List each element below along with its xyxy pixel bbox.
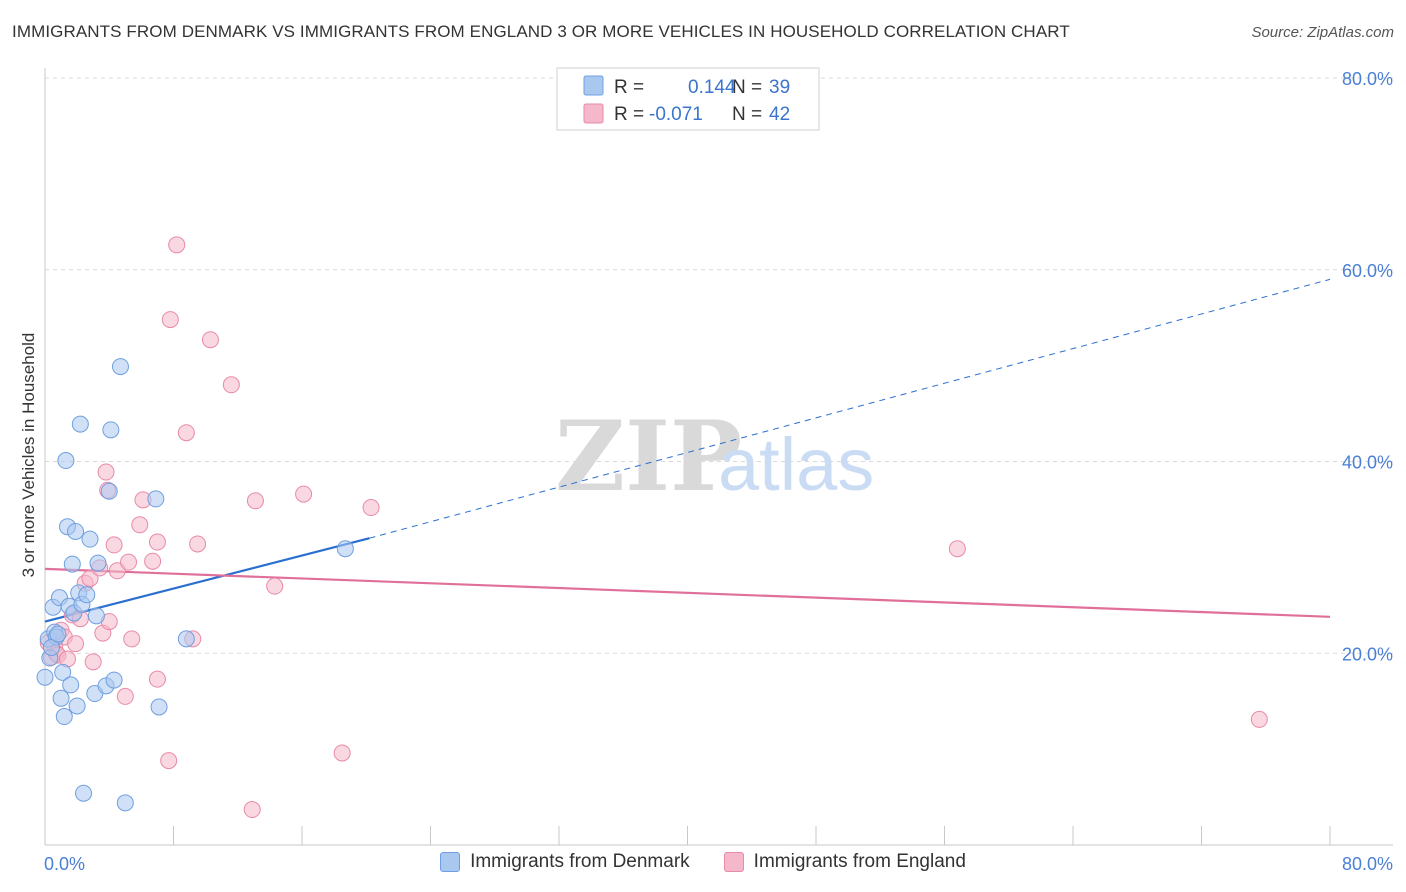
point-england: [144, 552, 162, 570]
point-denmark: [55, 708, 73, 726]
point-england: [243, 801, 261, 819]
point-denmark: [75, 784, 93, 802]
y-axis-label: 3 or more Vehicles in Household: [19, 333, 38, 578]
watermark: ZIP atlas: [555, 400, 874, 513]
point-england: [84, 653, 102, 671]
point-england: [948, 540, 966, 558]
point-denmark: [111, 358, 129, 376]
legend-r-label-denmark: R =: [614, 77, 644, 98]
point-denmark: [52, 689, 70, 707]
point-england: [362, 499, 380, 517]
point-england: [1250, 710, 1268, 728]
x-tick-label-min: 0.0%: [44, 854, 85, 874]
point-denmark: [105, 671, 123, 689]
legend-r-value-england: -0.071: [649, 104, 703, 125]
trend-layer: [44, 278, 1331, 623]
point-england: [148, 533, 166, 551]
point-denmark: [147, 490, 165, 508]
y-tick-label: 40.0%: [1342, 453, 1393, 473]
point-england: [108, 562, 126, 580]
watermark-atlas: atlas: [718, 423, 874, 506]
legend-n-label-england: N =: [732, 104, 762, 125]
point-england: [131, 516, 149, 534]
legend-r-value-denmark: 0.144: [688, 77, 736, 98]
point-denmark: [102, 421, 120, 439]
point-denmark: [89, 554, 107, 572]
point-denmark: [71, 415, 89, 433]
point-denmark: [87, 607, 105, 625]
point-denmark: [81, 530, 99, 548]
point-denmark: [49, 625, 67, 643]
trend-line-denmark-extension: [369, 278, 1331, 539]
axis-layer: 20.0% 40.0% 60.0% 80.0% 0.0% 80.0%: [44, 68, 1393, 874]
point-denmark: [68, 697, 86, 715]
legend-item-england: Immigrants from England: [723, 851, 966, 873]
point-england: [97, 463, 115, 481]
y-tick-label: 80.0%: [1342, 69, 1393, 89]
point-denmark: [336, 540, 354, 558]
legend-item-denmark: Immigrants from Denmark: [440, 851, 690, 873]
trend-line-england: [44, 567, 1331, 618]
point-england: [81, 569, 99, 587]
point-england: [246, 492, 264, 510]
point-england: [295, 485, 313, 503]
bottom-legend: Immigrants from Denmark Immigrants from …: [0, 851, 1406, 873]
legend-n-value-england: 42: [769, 104, 790, 125]
legend-r-label-england: R =: [614, 104, 644, 125]
point-denmark: [177, 630, 195, 648]
point-england: [333, 744, 351, 762]
watermark-zip: ZIP: [555, 400, 742, 513]
legend-label-england: Immigrants from England: [753, 851, 966, 872]
x-tick-label-max: 80.0%: [1342, 854, 1393, 874]
legend-swatch-england: [583, 103, 604, 124]
legend-swatch-england-bottom: [723, 852, 744, 872]
point-england: [116, 687, 134, 705]
point-denmark: [54, 663, 72, 681]
legend-swatch-denmark: [583, 75, 604, 96]
legend-swatch-denmark-bottom: [440, 852, 461, 872]
point-denmark: [57, 452, 75, 470]
point-denmark: [67, 522, 85, 540]
point-england: [105, 536, 123, 554]
points-layer: [36, 236, 1268, 819]
y-tick-label: 60.0%: [1342, 261, 1393, 281]
legend-label-denmark: Immigrants from Denmark: [470, 851, 690, 872]
point-england: [67, 635, 85, 653]
chart-title: IMMIGRANTS FROM DENMARK VS IMMIGRANTS FR…: [12, 22, 1070, 41]
point-denmark: [36, 668, 54, 686]
grid-layer: [45, 77, 1393, 654]
legend-n-label-denmark: N =: [732, 77, 762, 98]
point-denmark: [100, 482, 118, 500]
point-england: [222, 376, 240, 394]
point-england: [160, 752, 178, 770]
point-england: [161, 311, 179, 329]
point-england: [120, 553, 138, 571]
point-denmark: [62, 676, 80, 694]
point-england: [266, 577, 284, 595]
legend-n-value-denmark: 39: [769, 77, 790, 98]
point-england: [168, 236, 186, 254]
source-label: Source: ZipAtlas.com: [1251, 24, 1394, 41]
point-denmark: [116, 794, 134, 812]
point-england: [201, 331, 219, 349]
point-england: [148, 670, 166, 688]
legend-box: R = 0.144 N = 39 R = -0.071 N = 42: [556, 67, 820, 131]
point-denmark: [78, 586, 96, 604]
point-denmark: [150, 698, 168, 716]
point-denmark: [63, 555, 81, 573]
point-england: [177, 424, 195, 442]
y-tick-label: 20.0%: [1342, 644, 1393, 664]
point-england: [123, 630, 141, 648]
point-england: [189, 535, 207, 553]
trend-line-denmark: [44, 537, 370, 623]
